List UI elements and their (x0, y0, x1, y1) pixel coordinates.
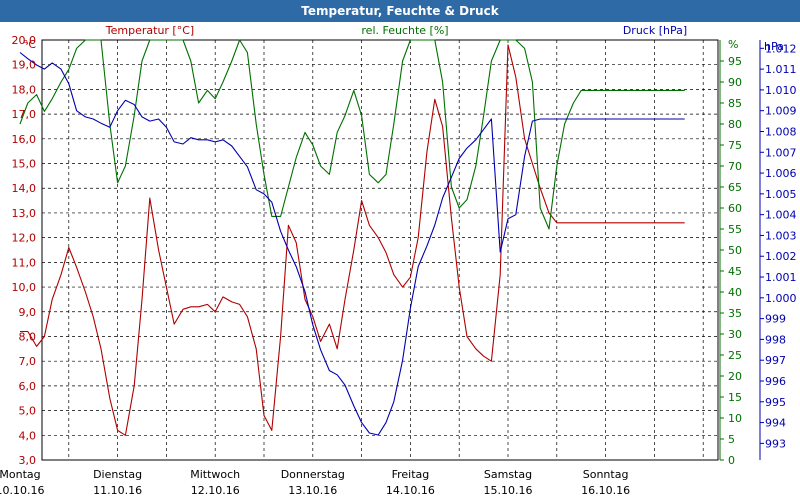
humidity-tick-label: 75 (728, 139, 742, 152)
pressure-unit: hPa (764, 40, 784, 53)
pressure-tick-label: 997 (765, 354, 786, 367)
pressure-tick-label: 1.010 (765, 84, 797, 97)
pressure-tick-label: 1.000 (765, 292, 797, 305)
humidity-axis-label: rel. Feuchte [%] (361, 24, 448, 37)
humidity-tick-label: 5 (728, 433, 735, 446)
pressure-axis-label: Druck [hPa] (623, 24, 687, 37)
temperature-axis-label: Temperatur [°C] (105, 24, 194, 37)
x-day-label: Freitag (392, 468, 430, 481)
x-day-label: Dienstag (93, 468, 142, 481)
humidity-unit: % (728, 38, 738, 51)
pressure-tick-label: 1.011 (765, 63, 797, 76)
temperature-tick-label: 14,0 (12, 182, 37, 195)
temperature-tick-label: 13,0 (12, 207, 37, 220)
temperature-tick-label: 7,0 (19, 355, 37, 368)
temperature-tick-label: 19,0 (12, 59, 37, 72)
humidity-tick-label: 85 (728, 97, 742, 110)
pressure-tick-label: 1.005 (765, 188, 797, 201)
pressure-series-line (19, 52, 685, 436)
chart-axes (41, 39, 764, 461)
x-date-label: 11.10.16 (93, 484, 142, 497)
chart-grid (42, 39, 718, 460)
x-day-label: Montag (0, 468, 41, 481)
humidity-tick-label: 40 (728, 286, 742, 299)
temperature-tick-label: 5,0 (19, 405, 37, 418)
humidity-tick-label: 95 (728, 55, 742, 68)
pressure-tick-label: 1.001 (765, 271, 797, 284)
x-day-label: Samstag (484, 468, 532, 481)
humidity-tick-label: 65 (728, 181, 742, 194)
humidity-tick-label: 25 (728, 349, 742, 362)
temperature-tick-label: 8,0 (19, 330, 37, 343)
x-date-label: 10.10.16 (0, 484, 44, 497)
pressure-tick-label: 1.012 (765, 42, 797, 55)
humidity-tick-label: 80 (728, 118, 742, 131)
temperature-tick-label: 11,0 (12, 256, 37, 269)
pressure-tick-label: 1.006 (765, 167, 797, 180)
pressure-tick-label: 1.009 (765, 105, 797, 118)
humidity-tick-label: 20 (728, 370, 742, 383)
humidity-tick-label: 55 (728, 223, 742, 236)
temperature-tick-label: 6,0 (19, 380, 37, 393)
x-date-label: 14.10.16 (386, 484, 435, 497)
temperature-tick-label: 17,0 (12, 108, 37, 121)
temperature-tick-label: 16,0 (12, 133, 37, 146)
pressure-tick-label: 995 (765, 396, 786, 409)
pressure-tick-label: 1.008 (765, 125, 797, 138)
temperature-tick-label: 9,0 (19, 306, 37, 319)
pressure-tick-label: 996 (765, 375, 786, 388)
pressure-tick-label: 1.002 (765, 250, 797, 263)
pressure-tick-label: 999 (765, 313, 786, 326)
humidity-tick-label: 70 (728, 160, 742, 173)
x-day-label: Mittwoch (190, 468, 240, 481)
x-date-label: 16.10.16 (581, 484, 630, 497)
humidity-tick-label: 10 (728, 412, 742, 425)
humidity-tick-label: 30 (728, 328, 742, 341)
temperature-tick-label: 10,0 (12, 281, 37, 294)
pressure-tick-label: 993 (765, 437, 786, 450)
humidity-tick-label: 15 (728, 391, 742, 404)
window-title: Temperatur, Feuchte & Druck (0, 0, 800, 22)
x-day-label: Sonntag (583, 468, 629, 481)
chart-labels: 20,0 19,0 18,0 17,0 16,0 15,0 14,0 13,0 12,0 11,0… (0, 24, 797, 497)
pressure-tick-label: 1.007 (765, 146, 797, 159)
humidity-tick-label: 90 (728, 76, 742, 89)
temperature-tick-label: 3,0 (19, 454, 37, 467)
temperature-unit: °C (23, 38, 37, 51)
temperature-tick-label: 18,0 (12, 83, 37, 96)
chart-series (19, 39, 685, 436)
x-date-label: 15.10.16 (484, 484, 533, 497)
x-date-label: 13.10.16 (288, 484, 337, 497)
pressure-tick-label: 1.003 (765, 229, 797, 242)
plot-frame (41, 39, 719, 461)
temperature-tick-label: 15,0 (12, 158, 37, 171)
pressure-tick-label: 994 (765, 417, 786, 430)
humidity-series-line (19, 39, 685, 230)
temperature-series-line (20, 44, 685, 436)
humidity-tick-label: 50 (728, 244, 742, 257)
x-date-label: 12.10.16 (191, 484, 240, 497)
temperature-tick-label: 4,0 (19, 429, 37, 442)
pressure-tick-label: 998 (765, 333, 786, 346)
x-day-label: Donnerstag (281, 468, 345, 481)
temperature-tick-label: 12,0 (12, 232, 37, 245)
humidity-tick-label: 0 (728, 454, 735, 467)
humidity-tick-label: 45 (728, 265, 742, 278)
pressure-tick-label: 1.004 (765, 209, 797, 222)
humidity-tick-label: 60 (728, 202, 742, 215)
temperature-tick-label: 20,0 (12, 34, 37, 47)
humidity-tick-label: 35 (728, 307, 742, 320)
